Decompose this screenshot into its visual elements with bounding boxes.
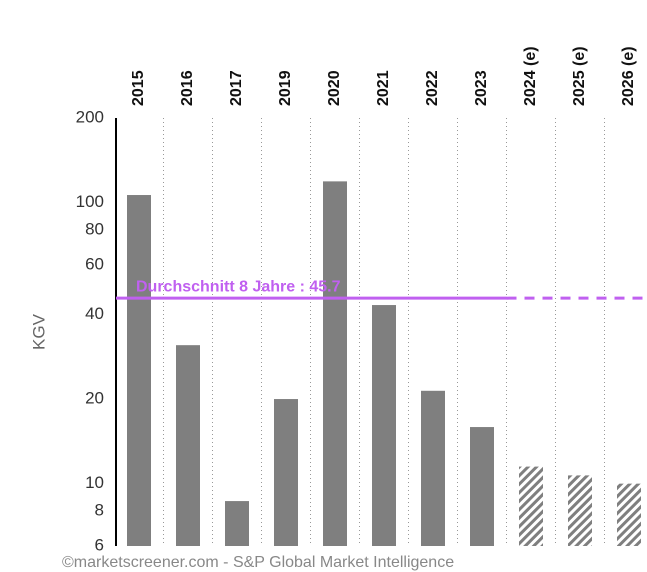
y-tick-label: 6	[95, 535, 104, 554]
x-tick-label: 2020	[326, 70, 343, 106]
x-tick-label: 2023	[473, 70, 490, 106]
bar	[421, 390, 445, 546]
y-tick-label: 100	[76, 192, 104, 211]
x-tick-label: 2017	[228, 70, 245, 106]
x-tick-label: 2016	[179, 70, 196, 106]
x-tick-label: 2015	[130, 70, 147, 106]
bar	[127, 195, 151, 546]
bar	[225, 501, 249, 546]
x-tick-label: 2022	[424, 70, 441, 106]
y-tick-label: 8	[95, 500, 104, 519]
bar	[617, 483, 641, 546]
y-axis-label: KGV	[29, 313, 48, 350]
y-tick-label: 20	[85, 389, 104, 408]
y-tick-label: 80	[85, 219, 104, 238]
x-tick-label: 2021	[375, 70, 392, 106]
bar	[274, 399, 298, 546]
footer: ©marketscreener.com - S&P Global Market …	[62, 554, 454, 571]
y-tick-label: 40	[85, 304, 104, 323]
x-tick-label: 2026 (e)	[620, 46, 637, 106]
x-tick-label: 2019	[277, 70, 294, 106]
bar	[470, 427, 494, 546]
average-label: Durchschnitt 8 Jahre : 45.7	[136, 278, 341, 295]
bar	[323, 181, 347, 546]
x-tick-label: 2024 (e)	[522, 46, 539, 106]
bar	[176, 345, 200, 546]
bar	[519, 466, 543, 546]
x-tick-label: 2025 (e)	[571, 46, 588, 106]
bar	[568, 475, 592, 546]
y-tick-label: 200	[76, 107, 104, 126]
y-tick-label: 60	[85, 254, 104, 273]
y-tick-label: 10	[85, 473, 104, 492]
bar	[372, 305, 396, 546]
